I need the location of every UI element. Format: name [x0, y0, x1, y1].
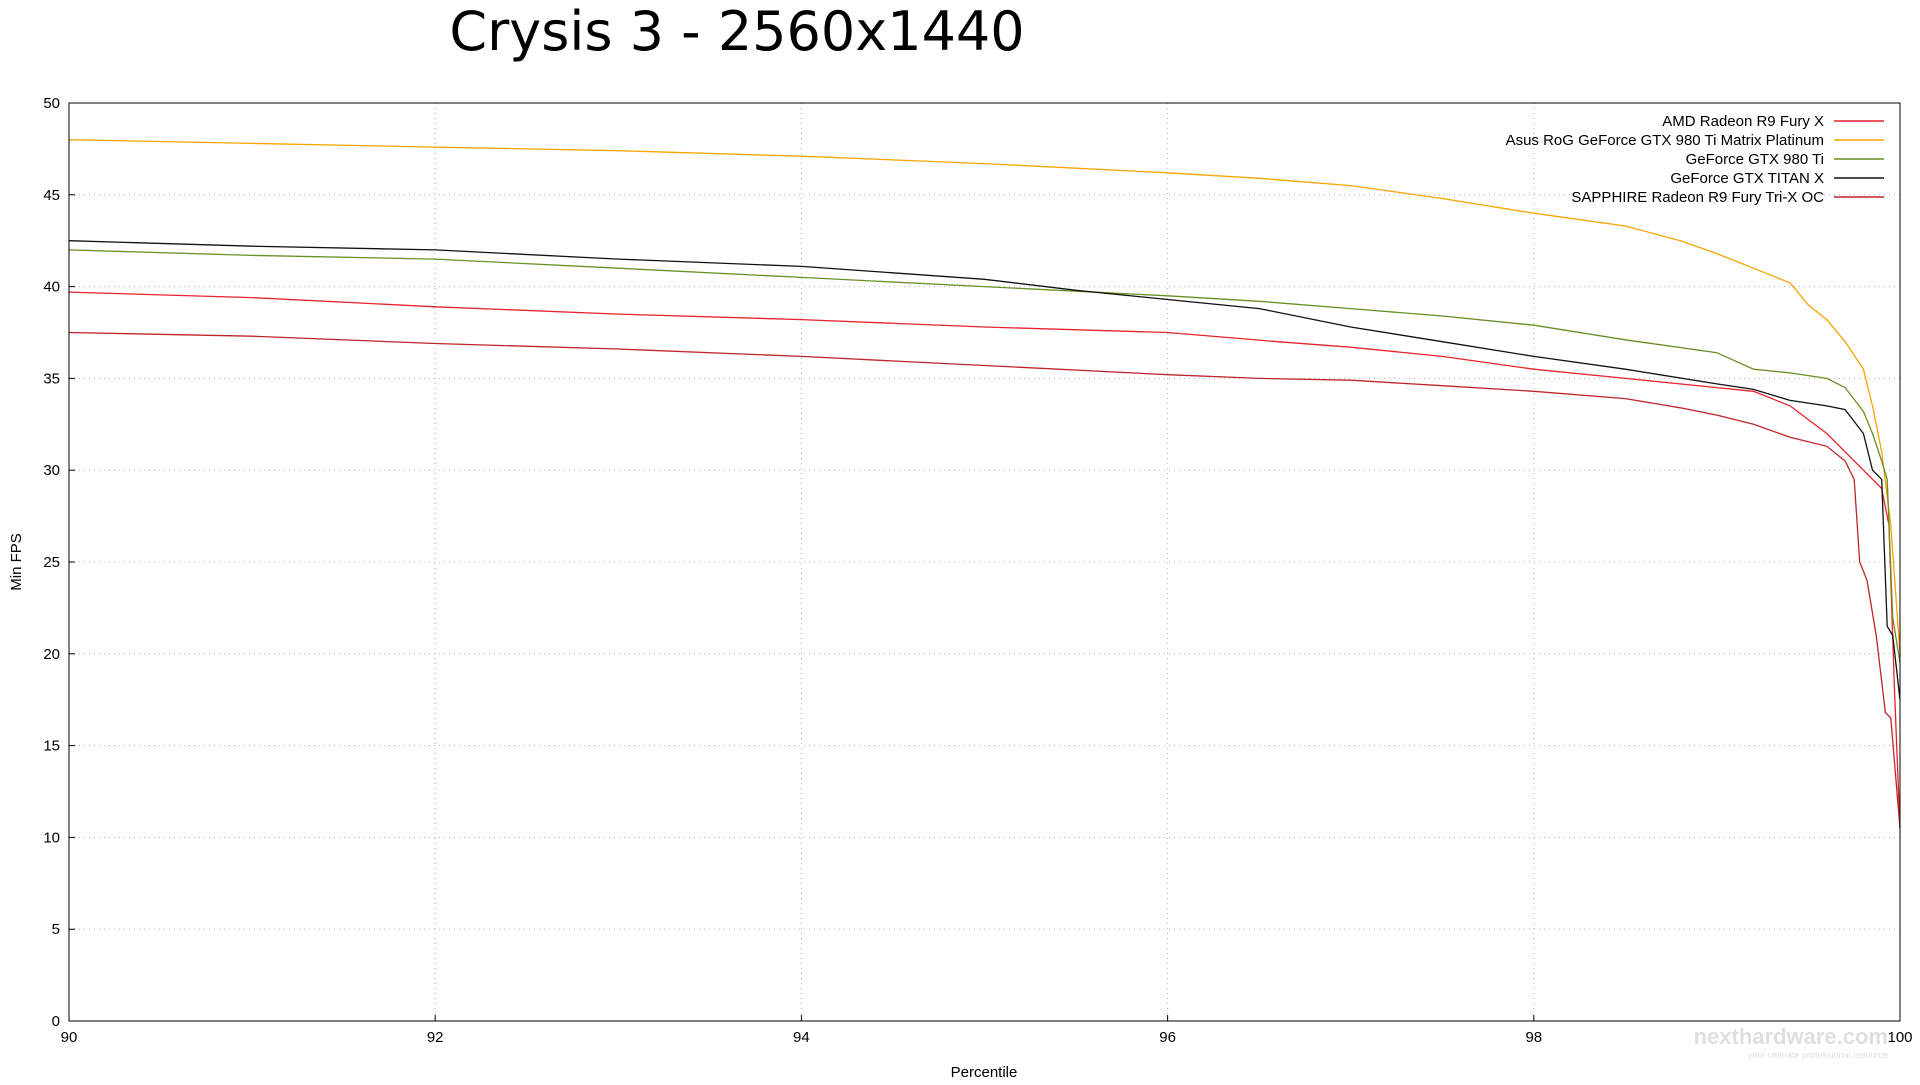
watermark: nexthardware.com your ultimate professio… [1694, 1024, 1888, 1060]
y-axis-label: Min FPS [8, 533, 25, 591]
y-tick-label: 15 [43, 738, 60, 755]
series-line-3 [68, 249, 1901, 664]
y-tick-label: 25 [43, 554, 60, 571]
y-tick-label: 40 [43, 279, 60, 296]
y-ticks: 0 5 10 15 20 25 30 35 40 45 50 [43, 95, 75, 1030]
y-tick-label: 50 [43, 95, 60, 112]
legend-label: AMD Radeon R9 Fury X [1662, 113, 1824, 130]
legend-label: SAPPHIRE Radeon R9 Fury Tri-X OC [1571, 189, 1824, 206]
y-tick-label: 0 [52, 1013, 60, 1030]
legend-label: GeForce GTX TITAN X [1670, 170, 1824, 187]
grid [69, 103, 1900, 1021]
x-tick-label: 98 [1525, 1029, 1542, 1046]
y-tick-label: 5 [52, 921, 60, 938]
y-tick-label: 35 [43, 370, 60, 387]
series-line-5 [68, 331, 1901, 829]
y-tick-label: 45 [43, 187, 60, 204]
legend-label: GeForce GTX 980 Ti [1686, 151, 1824, 168]
x-ticks: 90 92 94 96 98 100 [61, 1015, 1913, 1046]
series-line-4 [68, 240, 1901, 700]
x-tick-label: 100 [1887, 1029, 1912, 1046]
series-line-2 [68, 139, 1901, 654]
x-tick-label: 90 [61, 1029, 78, 1046]
watermark-brand: nexthardware.com [1694, 1024, 1888, 1049]
x-axis-label: Percentile [951, 1064, 1018, 1080]
x-tick-label: 94 [793, 1029, 810, 1046]
chart-title: Crysis 3 - 2560x1440 [449, 0, 1024, 63]
series-line-1 [68, 291, 1901, 829]
y-tick-label: 20 [43, 646, 60, 663]
y-tick-label: 30 [43, 462, 60, 479]
series-layer [68, 139, 1901, 829]
legend-label: Asus RoG GeForce GTX 980 Ti Matrix Plati… [1506, 132, 1824, 149]
y-tick-label: 10 [43, 829, 60, 846]
legend: AMD Radeon R9 Fury X Asus RoG GeForce GTX… [1506, 113, 1884, 206]
x-tick-label: 92 [427, 1029, 444, 1046]
watermark-tagline: your ultimate professional resource [1748, 1050, 1888, 1060]
x-tick-label: 96 [1159, 1029, 1176, 1046]
